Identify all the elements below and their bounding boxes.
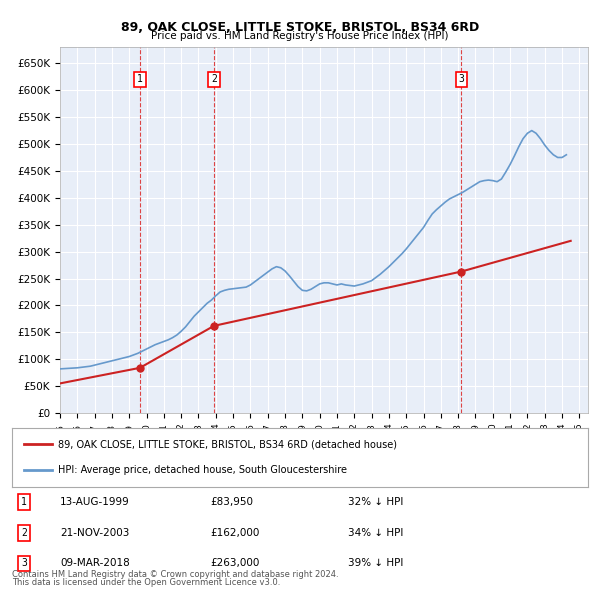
Text: 89, OAK CLOSE, LITTLE STOKE, BRISTOL, BS34 6RD: 89, OAK CLOSE, LITTLE STOKE, BRISTOL, BS…: [121, 21, 479, 34]
Text: 13-AUG-1999: 13-AUG-1999: [60, 497, 130, 507]
Text: 34% ↓ HPI: 34% ↓ HPI: [348, 528, 403, 537]
Text: £263,000: £263,000: [210, 559, 259, 568]
Text: 09-MAR-2018: 09-MAR-2018: [60, 559, 130, 568]
Text: 39% ↓ HPI: 39% ↓ HPI: [348, 559, 403, 568]
Text: HPI: Average price, detached house, South Gloucestershire: HPI: Average price, detached house, Sout…: [58, 466, 347, 475]
Text: £162,000: £162,000: [210, 528, 259, 537]
Text: This data is licensed under the Open Government Licence v3.0.: This data is licensed under the Open Gov…: [12, 578, 280, 587]
Text: 1: 1: [21, 497, 27, 507]
Text: 2: 2: [21, 528, 27, 537]
Text: Price paid vs. HM Land Registry's House Price Index (HPI): Price paid vs. HM Land Registry's House …: [151, 31, 449, 41]
Text: 21-NOV-2003: 21-NOV-2003: [60, 528, 130, 537]
Text: 1: 1: [137, 74, 143, 84]
Text: £83,950: £83,950: [210, 497, 253, 507]
Text: 3: 3: [458, 74, 464, 84]
Text: 2: 2: [211, 74, 217, 84]
Text: Contains HM Land Registry data © Crown copyright and database right 2024.: Contains HM Land Registry data © Crown c…: [12, 571, 338, 579]
Text: 3: 3: [21, 559, 27, 568]
Text: 89, OAK CLOSE, LITTLE STOKE, BRISTOL, BS34 6RD (detached house): 89, OAK CLOSE, LITTLE STOKE, BRISTOL, BS…: [58, 440, 397, 449]
Text: 32% ↓ HPI: 32% ↓ HPI: [348, 497, 403, 507]
